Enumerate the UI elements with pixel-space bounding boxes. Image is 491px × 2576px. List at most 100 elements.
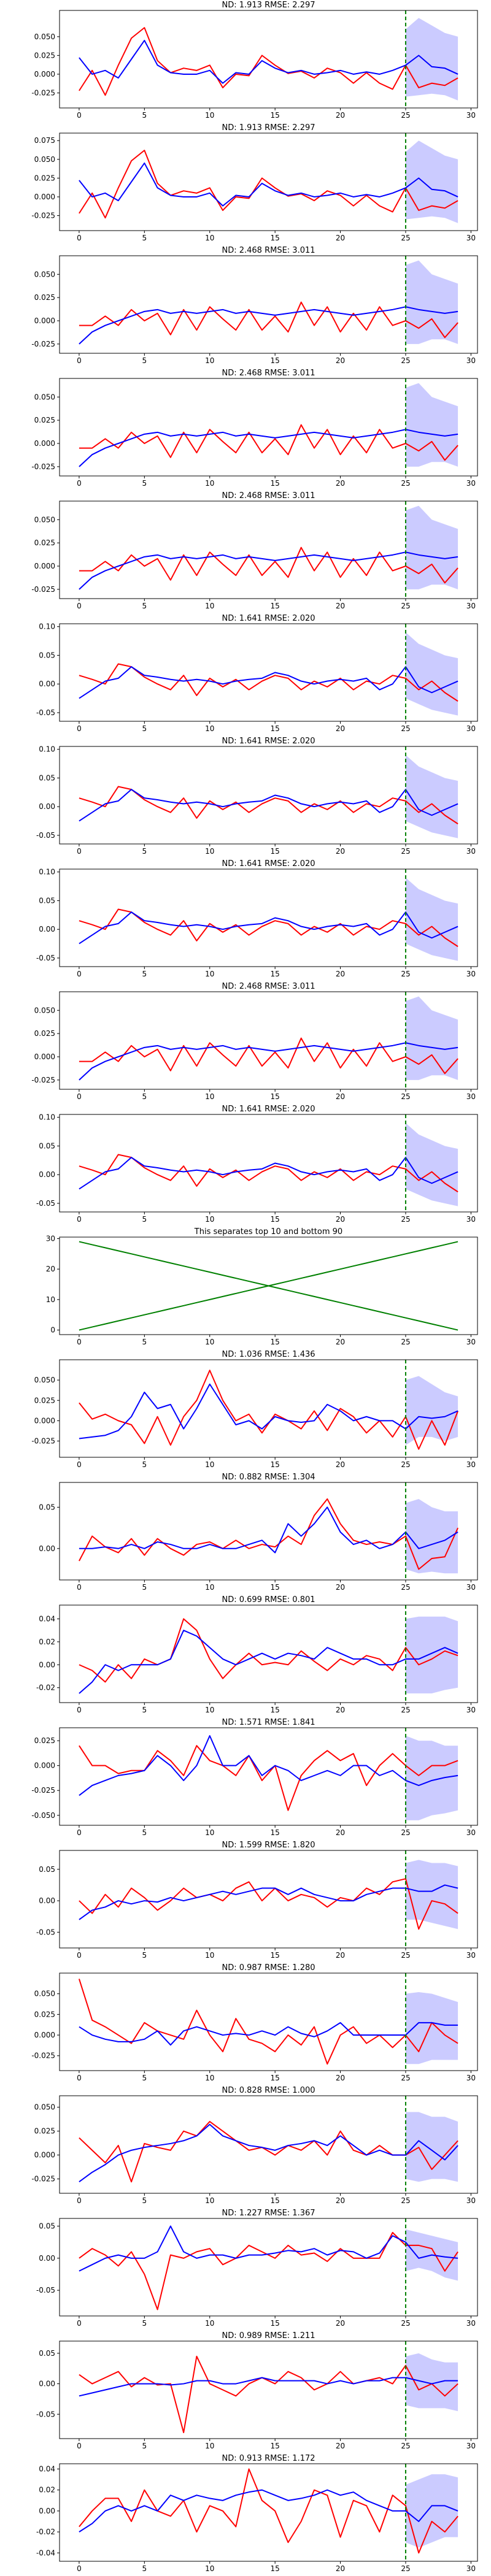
x-tick-label: 20 [336, 1706, 345, 1714]
x-tick-label: 0 [77, 1215, 82, 1224]
predicted-line [79, 1735, 458, 1796]
x-tick-label: 0 [77, 724, 82, 733]
y-tick-label: -0.025 [31, 1076, 55, 1084]
chart-title: ND: 0.699 RMSE: 0.801 [222, 1595, 315, 1604]
x-tick-label: 20 [336, 1828, 345, 1837]
x-tick-label: 30 [466, 1706, 476, 1714]
predicted-line [79, 162, 458, 207]
y-tick-label: -0.04 [36, 2548, 55, 2557]
x-tick-label: 30 [466, 2564, 476, 2573]
plot-area [79, 2225, 458, 2310]
axes-frame [59, 2095, 478, 2194]
plot-area [79, 505, 458, 590]
actual-line [79, 908, 458, 948]
chart-panel: ND: 1.227 RMSE: 1.367 0 5 10 15 20 25 30 -0.05 0.… [36, 2209, 478, 2328]
chart-panel: ND: 1.913 RMSE: 2.297 0 5 10 15 20 25 30 -0.025 0… [31, 123, 478, 242]
plot-area [79, 2468, 458, 2554]
y-tick-label: 0.02 [39, 2486, 55, 2494]
x-tick-label: 25 [401, 1828, 410, 1837]
chart-panel: ND: 1.641 RMSE: 2.020 0 5 10 15 20 25 30 -0.05 0.… [36, 859, 478, 978]
y-tick-label: 0.02 [39, 1638, 55, 1646]
x-tick-label: 25 [401, 1338, 410, 1346]
x-tick-label: 0 [77, 479, 82, 488]
y-tick-label: 0.00 [39, 2254, 55, 2263]
chart-panel: ND: 0.828 RMSE: 1.000 0 5 10 15 20 25 30 -0.025 0… [31, 2086, 478, 2205]
x-tick-label: 5 [142, 234, 147, 242]
y-tick-label: -0.05 [36, 1199, 55, 1208]
x-tick-label: 25 [401, 2319, 410, 2328]
axes-frame [59, 132, 478, 231]
y-tick-label: -0.05 [36, 831, 55, 840]
x-tick-label: 15 [271, 2074, 280, 2082]
y-tick-label: 0.000 [34, 1416, 55, 1425]
forecast-band [405, 2112, 458, 2182]
x-tick-label: 15 [271, 1706, 280, 1714]
chart-title: ND: 1.227 RMSE: 1.367 [222, 2209, 315, 2218]
y-tick-label: 0.10 [39, 1113, 55, 1122]
x-tick-label: 15 [271, 1583, 280, 1592]
x-tick-label: 25 [401, 970, 410, 978]
x-tick-label: 10 [205, 1828, 214, 1837]
x-tick-label: 10 [205, 2442, 214, 2450]
plot-area [79, 1616, 458, 1694]
x-tick-label: 25 [401, 1092, 410, 1101]
x-tick-label: 25 [401, 1951, 410, 1960]
x-tick-label: 20 [336, 1215, 345, 1224]
y-tick-label: 0.025 [34, 293, 55, 302]
chart-title: ND: 0.882 RMSE: 1.304 [222, 1473, 315, 1482]
plot-area [79, 383, 458, 467]
x-tick-label: 30 [466, 2196, 476, 2205]
x-tick-label: 15 [271, 234, 280, 242]
x-tick-label: 0 [77, 1092, 82, 1101]
chart-title: ND: 0.989 RMSE: 1.211 [222, 2331, 315, 2340]
y-tick-label: 0.050 [34, 515, 55, 524]
y-tick-label: 0.00 [39, 925, 55, 933]
plot-area [79, 996, 458, 1081]
x-tick-label: 15 [271, 2442, 280, 2450]
x-tick-label: 0 [77, 2074, 82, 2082]
actual-line [79, 2121, 458, 2183]
x-tick-label: 15 [271, 602, 280, 610]
y-tick-label: -0.050 [31, 1811, 55, 1820]
x-tick-label: 30 [466, 970, 476, 978]
forecast-band [405, 632, 458, 716]
forecast-band [405, 755, 458, 838]
forecast-band [405, 996, 458, 1080]
chart-panel: ND: 0.882 RMSE: 1.304 0 5 10 15 20 25 30 0.00 0.0… [39, 1473, 478, 1592]
y-tick-label: 0.075 [34, 136, 55, 145]
x-tick-label: 10 [205, 1215, 214, 1224]
x-tick-label: 25 [401, 1460, 410, 1469]
y-tick-label: 20 [46, 1265, 55, 1273]
x-tick-label: 25 [401, 2074, 410, 2082]
chart-panel: ND: 1.641 RMSE: 2.020 0 5 10 15 20 25 30 -0.05 0.… [36, 1105, 478, 1224]
x-tick-label: 20 [336, 356, 345, 365]
axes-frame [59, 1359, 478, 1458]
actual-line [79, 27, 458, 96]
actual-line [79, 1370, 459, 1450]
x-tick-label: 10 [205, 2319, 214, 2328]
y-tick-label: 0.05 [39, 1865, 55, 1874]
plot-area [78, 1979, 458, 2065]
plot-area [79, 2112, 458, 2183]
predicted-line [79, 2225, 458, 2272]
x-tick-label: 20 [336, 2564, 345, 2573]
axes-frame [59, 1850, 478, 1949]
y-tick-label: -0.025 [31, 1437, 55, 1446]
x-tick-label: 25 [401, 602, 410, 610]
y-tick-label: -0.025 [31, 462, 55, 471]
y-tick-label: 0.025 [34, 1029, 55, 1038]
x-tick-label: 25 [401, 847, 410, 856]
predicted-line [79, 666, 458, 699]
x-tick-label: 30 [466, 1215, 476, 1224]
y-tick-label: 0.05 [39, 2349, 55, 2358]
chart-panel: ND: 0.699 RMSE: 0.801 0 5 10 15 20 25 30 -0.02 0.… [36, 1595, 478, 1714]
y-tick-label: 0.04 [39, 2465, 55, 2474]
forecast-band [405, 260, 458, 344]
chart-title: ND: 1.599 RMSE: 1.820 [222, 1841, 315, 1850]
x-tick-label: 5 [142, 1951, 147, 1960]
x-tick-label: 10 [205, 1460, 214, 1469]
y-tick-label: 0.05 [39, 773, 55, 782]
axes-frame [59, 500, 478, 599]
y-tick-label: 0.000 [34, 70, 55, 79]
plot-area [79, 1498, 458, 1574]
